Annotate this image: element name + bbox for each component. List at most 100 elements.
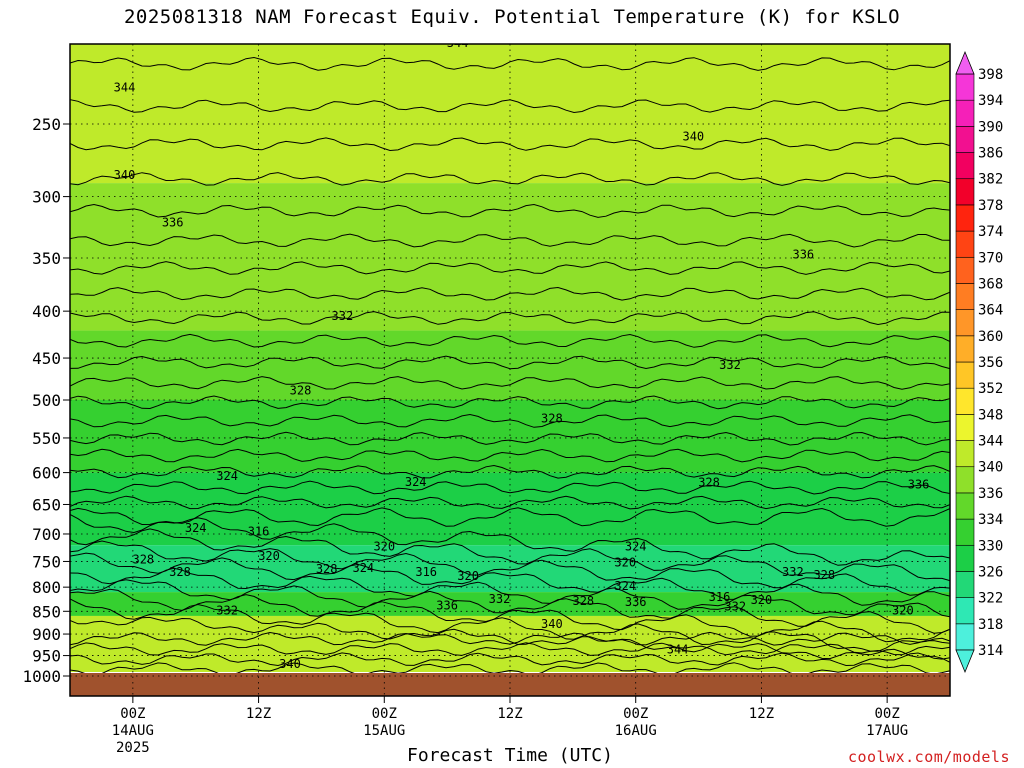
- y-tick-label-450: 450: [32, 349, 61, 368]
- contour-label: 340: [541, 617, 563, 631]
- contour-line: [70, 376, 950, 390]
- colorbar-bottom-arrow: [955, 649, 975, 674]
- contour-line: [70, 528, 950, 582]
- x-tick-label: 12Z: [246, 706, 271, 722]
- contour-label: 332: [216, 603, 238, 617]
- y-tick-label-400: 400: [32, 302, 61, 321]
- contour-line: [70, 464, 950, 479]
- y-tick-label-600: 600: [32, 464, 61, 483]
- colorbar-swatch: [955, 440, 975, 468]
- fill-band-338-1: [70, 183, 950, 331]
- contour-label: 324: [614, 579, 636, 593]
- fill-band-333-6: [70, 592, 950, 616]
- colorbar-label-330: 330: [978, 538, 1003, 554]
- colorbar-label-352: 352: [978, 381, 1003, 397]
- contour-label: 336: [625, 595, 647, 609]
- contour-label: 328: [572, 594, 594, 608]
- colorbar-swatch: [955, 597, 975, 625]
- contour-line: [70, 495, 950, 510]
- contour-line: [70, 137, 950, 152]
- contour-line: [70, 311, 950, 326]
- y-tick-label-800: 800: [32, 578, 61, 597]
- contour-label: 320: [258, 549, 280, 563]
- colorbar-label-364: 364: [978, 303, 1003, 319]
- contour-label: 324: [625, 539, 647, 553]
- x-tick-label: 12Z: [497, 706, 522, 722]
- contour-label: 336: [162, 215, 184, 229]
- x-axis-label: Forecast Time (UTC): [407, 745, 613, 766]
- contour-line: [70, 286, 950, 301]
- contour-label: 344: [447, 36, 469, 50]
- credit-text: coolwx.com/models: [847, 748, 1010, 766]
- contour-label: 328: [290, 383, 312, 397]
- contour-line: [70, 616, 950, 663]
- contour-line: [70, 480, 950, 495]
- x-tick-label: 17AUG: [866, 723, 908, 739]
- contour-label: 328: [541, 412, 563, 426]
- contour-line: [70, 598, 950, 652]
- contour-label: 332: [332, 309, 354, 323]
- colorbar-label-356: 356: [978, 355, 1003, 371]
- colorbar-label-386: 386: [978, 146, 1003, 162]
- contour-line: [70, 413, 950, 428]
- colorbar-swatch: [955, 152, 975, 180]
- colorbar-label-368: 368: [978, 276, 1003, 292]
- contour-label: 324: [216, 469, 238, 483]
- y-tick-label-1000: 1000: [22, 667, 61, 686]
- contour-line: [70, 507, 950, 527]
- colorbar-swatch: [955, 309, 975, 337]
- contour-label: 320: [892, 603, 914, 617]
- contour-label: 340: [682, 130, 704, 144]
- contour-label: 340: [114, 168, 136, 182]
- contour-line: [70, 552, 950, 606]
- contour-label: 320: [457, 569, 479, 583]
- contour-line: [70, 642, 950, 656]
- y-tick-label-350: 350: [32, 249, 61, 268]
- colorbar-swatch: [955, 204, 975, 232]
- y-tick-label-750: 750: [32, 552, 61, 571]
- contour-label: 316: [415, 565, 437, 579]
- colorbar-swatch: [955, 492, 975, 520]
- x-tick-label: 00Z: [623, 706, 648, 722]
- colorbar-label-322: 322: [978, 591, 1003, 607]
- colorbar-label-318: 318: [978, 617, 1003, 633]
- colorbar-label-370: 370: [978, 250, 1003, 266]
- contour-label: 324: [405, 475, 427, 489]
- contour-label: 320: [751, 593, 773, 607]
- fill-band-334-2: [70, 330, 950, 400]
- contour-label: 332: [489, 592, 511, 606]
- contour-label: 328: [813, 568, 835, 582]
- fill-band-330-3: [70, 400, 950, 473]
- colorbar-label-340: 340: [978, 460, 1003, 476]
- colorbar-swatch: [955, 571, 975, 598]
- contour-label: 328: [698, 475, 720, 489]
- contour-label: 336: [436, 599, 458, 613]
- colorbar-swatch: [955, 414, 975, 441]
- contour-line: [70, 203, 950, 218]
- colorbar-swatch: [955, 283, 975, 310]
- y-tick-label-500: 500: [32, 391, 61, 410]
- colorbar-label-334: 334: [978, 512, 1003, 528]
- colorbar-label-382: 382: [978, 172, 1003, 188]
- y-tick-label-850: 850: [32, 602, 61, 621]
- y-tick-label-250: 250: [32, 115, 61, 134]
- contour-label: 336: [792, 248, 814, 262]
- colorbar-label-344: 344: [978, 434, 1003, 450]
- y-tick-label-550: 550: [32, 429, 61, 448]
- contour-label: 332: [724, 600, 746, 614]
- x-tick-label: 00Z: [120, 706, 145, 722]
- colorbar-label-314: 314: [978, 643, 1003, 659]
- colorbar-swatch: [955, 623, 975, 651]
- y-tick-label-900: 900: [32, 625, 61, 644]
- colorbar-swatch: [955, 466, 975, 494]
- contour-label: 320: [614, 556, 636, 570]
- x-tick-label: 2025: [116, 740, 150, 756]
- contour-label: 316: [709, 590, 731, 604]
- colorbar-swatch: [955, 335, 975, 363]
- x-tick-label: 16AUG: [615, 723, 657, 739]
- x-tick-label: 15AUG: [363, 723, 405, 739]
- contour-label: 340: [279, 657, 301, 671]
- ground-fill: [70, 673, 950, 696]
- contour-line: [70, 540, 950, 596]
- colorbar-label-378: 378: [978, 198, 1003, 214]
